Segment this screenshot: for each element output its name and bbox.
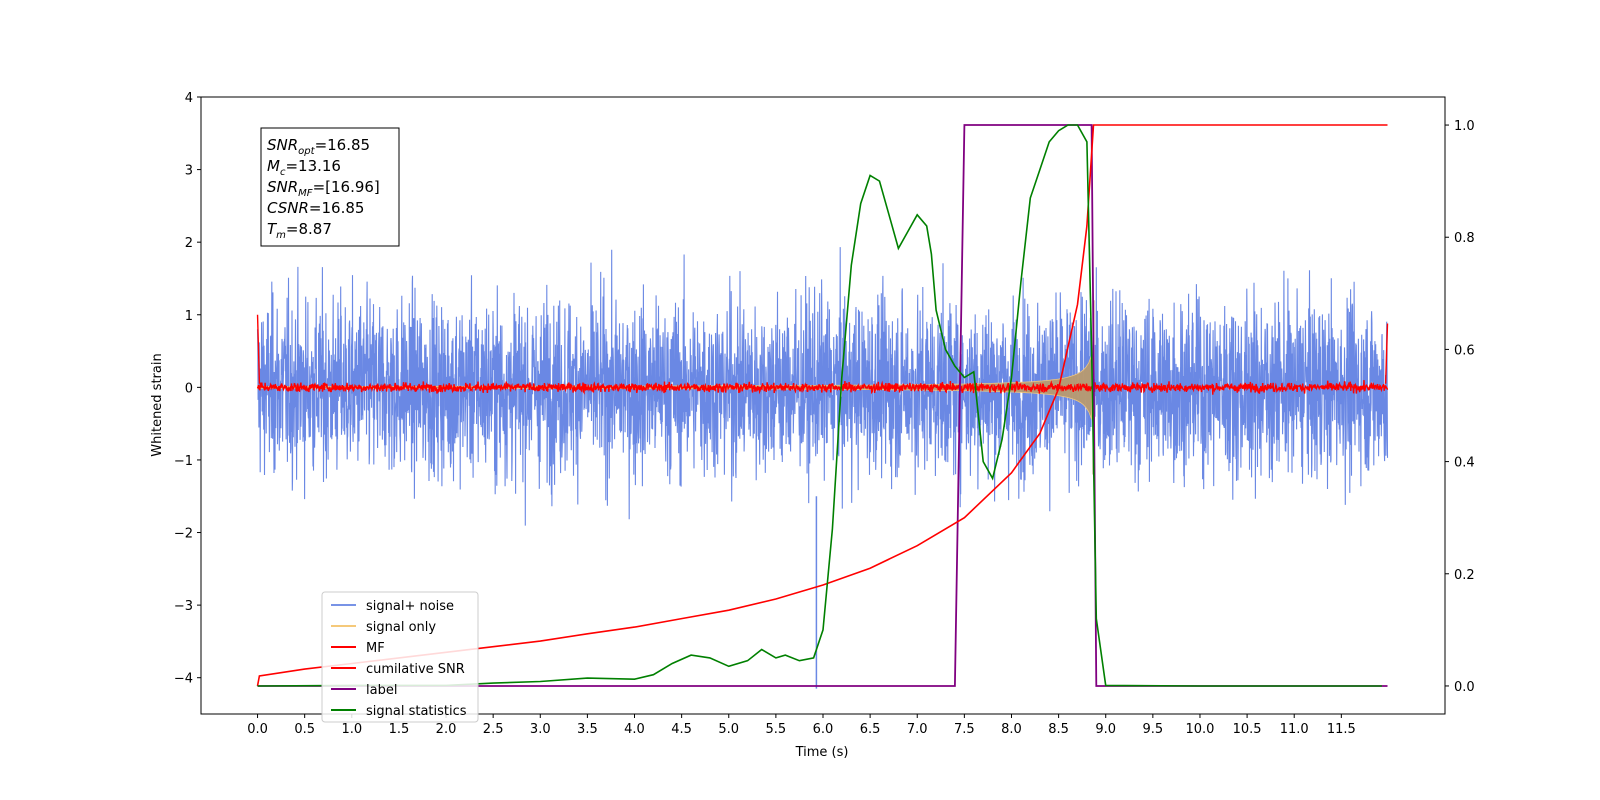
y2-tick-label-2: 0.6 [1454,343,1475,358]
x-tick-label-3: 1.5 [389,722,410,737]
legend-label-0: signal+ noise [366,599,454,614]
x-tick-label-16: 8.0 [1001,722,1022,737]
annotation-line-4: Tm=8.87 [267,220,332,241]
x-tick-label-19: 9.5 [1143,722,1164,737]
x-tick-label-6: 3.0 [530,722,551,737]
annotation-symbol-3: CSNR [267,199,309,217]
x-tick-label-8: 4.0 [624,722,645,737]
y-tick-label-8: −4 [174,672,193,687]
x-tick-label-1: 0.5 [294,722,315,737]
x-tick-label-23: 11.5 [1327,722,1356,737]
annotation-line-0: SNRopt=16.85 [267,136,370,157]
y2-tick-label-3: 0.4 [1454,456,1475,471]
y-axis-left: 4 3 2 1 0 −1 −2 −3 −4 [174,91,201,687]
annotation-subscript-4: m [276,230,286,241]
x-tick-label-13: 6.5 [860,722,881,737]
annotation-box: SNRopt=16.85Mc=13.16SNRMF=[16.96]CSNR=16… [260,127,400,247]
y-tick-label-4: 0 [185,381,193,396]
legend-label-1: signal only [366,620,436,635]
y-tick-label-7: −3 [174,599,193,614]
x-tick-label-4: 2.0 [436,722,457,737]
annotation-value-2: =[16.96] [313,178,380,196]
series-line-signal-noise [256,247,1389,526]
x-tick-label-20: 10.0 [1185,722,1214,737]
y-tick-label-0: 4 [185,91,193,106]
annotation-symbol-0: SNR [267,136,298,154]
x-tick-label-10: 5.0 [718,722,739,737]
legend-frame [321,591,479,723]
annotation-line-3: CSNR=16.85 [267,199,364,217]
x-tick-label-15: 7.5 [954,722,975,737]
x-axis-label: Time (s) [795,745,849,760]
y-tick-label-5: −1 [174,454,193,469]
annotation-line-1: Mc=13.16 [267,157,341,178]
legend: signal+ noise signal only MF cumilative SNR… [321,591,479,723]
series-start-mf [256,314,261,384]
y-tick-label-3: 1 [185,309,193,324]
series-line-signal-statistics [257,124,1382,687]
y-axis-label: Whitened strain [150,353,165,456]
x-tick-label-2: 1.0 [341,722,362,737]
annotation-value-1: =13.16 [285,157,341,175]
y-tick-label-1: 3 [185,164,193,179]
y2-tick-label-5: 0.0 [1454,680,1475,695]
legend-label-2: MF [366,641,385,656]
plot-area [256,124,1389,689]
annotation-symbol-2: SNR [267,178,298,196]
y2-tick-label-0: 1.0 [1454,119,1475,134]
annotation-value-4: =8.87 [286,220,332,238]
annotation-line-2: SNRMF=[16.96] [267,178,380,199]
x-tick-label-17: 8.5 [1048,722,1069,737]
legend-label-3: cumilative SNR [366,662,465,677]
x-tick-label-18: 9.0 [1095,722,1116,737]
annotation-subscript-0: opt [298,146,315,157]
annotation-symbol-1: M [267,157,280,175]
y2-tick-label-4: 0.2 [1454,568,1475,583]
x-tick-label-21: 10.5 [1233,722,1262,737]
x-tick-label-7: 3.5 [577,722,598,737]
y-axis-right: 1.0 0.8 0.6 0.4 0.2 0.0 [1445,119,1475,695]
x-tick-label-5: 2.5 [483,722,504,737]
x-tick-label-11: 5.5 [766,722,787,737]
annotation-symbol-4: T [267,220,278,238]
x-tick-label-22: 11.0 [1280,722,1309,737]
y-tick-label-2: 2 [185,236,193,251]
x-tick-label-9: 4.5 [671,722,692,737]
annotation-subscript-1: c [280,167,286,178]
x-tick-label-0: 0.0 [247,722,268,737]
series-end-mf [1384,323,1389,384]
x-tick-label-14: 7.0 [907,722,928,737]
annotation-frame [260,127,400,247]
y2-tick-label-1: 0.8 [1454,231,1475,246]
annotation-value-3: =16.85 [309,199,365,217]
x-tick-label-12: 6.0 [813,722,834,737]
series-line-mf [256,380,1389,395]
annotation-subscript-2: MF [298,188,313,199]
y-tick-label-6: −2 [174,527,193,542]
legend-label-5: signal statistics [366,704,467,719]
legend-label-4: label [366,683,397,698]
annotation-value-0: =16.85 [315,136,371,154]
